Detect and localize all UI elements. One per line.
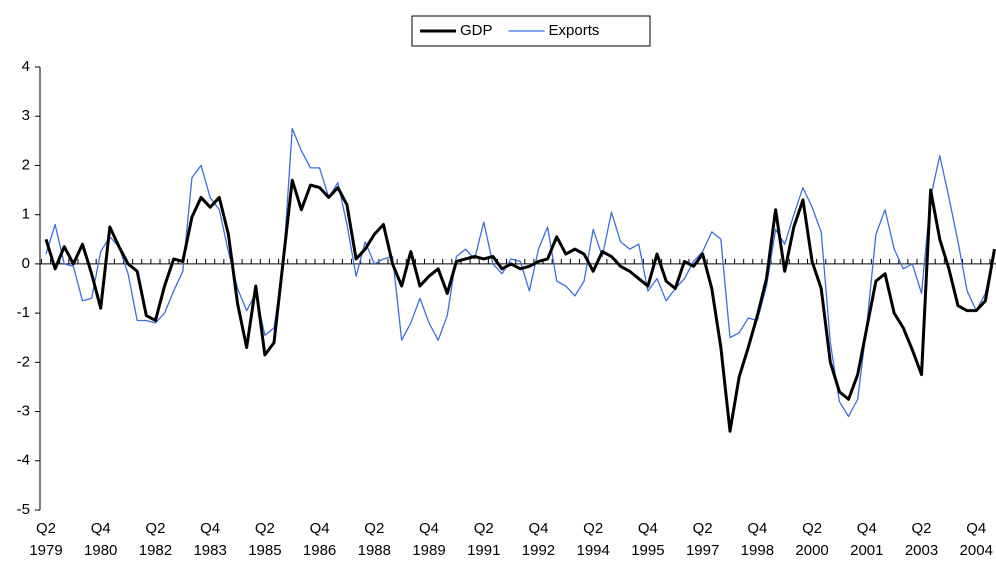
x-tick-label: Q4 1992 (521, 520, 556, 559)
y-tick-label: 3 (22, 107, 30, 124)
y-tick-label: 4 (22, 58, 30, 75)
x-tick-label: Q4 1989 (412, 520, 446, 559)
x-tick-label: Q2 2000 (795, 520, 829, 559)
x-tick-label: Q4 2004 (959, 520, 993, 559)
x-tick-label: Q2 1979 (29, 520, 63, 559)
x-tick-label: Q2 1982 (138, 520, 173, 559)
x-tick-label: Q2 2003 (904, 520, 939, 559)
y-tick-label: -4 (17, 452, 30, 469)
y-tick-label: -5 (17, 501, 30, 518)
x-tick-label: Q4 2001 (850, 520, 884, 559)
y-tick-label: -3 (17, 403, 30, 420)
y-tick-label: -1 (17, 304, 30, 321)
y-tick-label: -2 (17, 353, 30, 370)
series-line (44, 178, 996, 433)
legend: GDP Exports (411, 15, 651, 47)
x-tick-label: Q2 1991 (467, 520, 501, 559)
y-tick-label: 1 (22, 206, 30, 223)
x-tick-label: Q2 1997 (685, 520, 720, 559)
x-tick-label: Q2 1988 (357, 520, 391, 559)
y-tick-label: 0 (22, 255, 30, 272)
x-tick-label: Q4 1980 (84, 520, 118, 559)
x-tick-label: Q4 1983 (193, 520, 227, 559)
series-line (45, 127, 996, 418)
y-tick-label: 2 (22, 156, 30, 173)
x-tick-label: Q4 1986 (302, 520, 337, 559)
x-tick-label: Q4 1998 (740, 520, 775, 559)
legend-label: GDP (460, 22, 493, 39)
legend-label: Exports (549, 22, 600, 39)
x-tick-label: Q2 1994 (576, 520, 610, 559)
x-tick-label: Q4 1995 (631, 520, 665, 559)
x-tick-label: Q2 1985 (248, 520, 282, 559)
